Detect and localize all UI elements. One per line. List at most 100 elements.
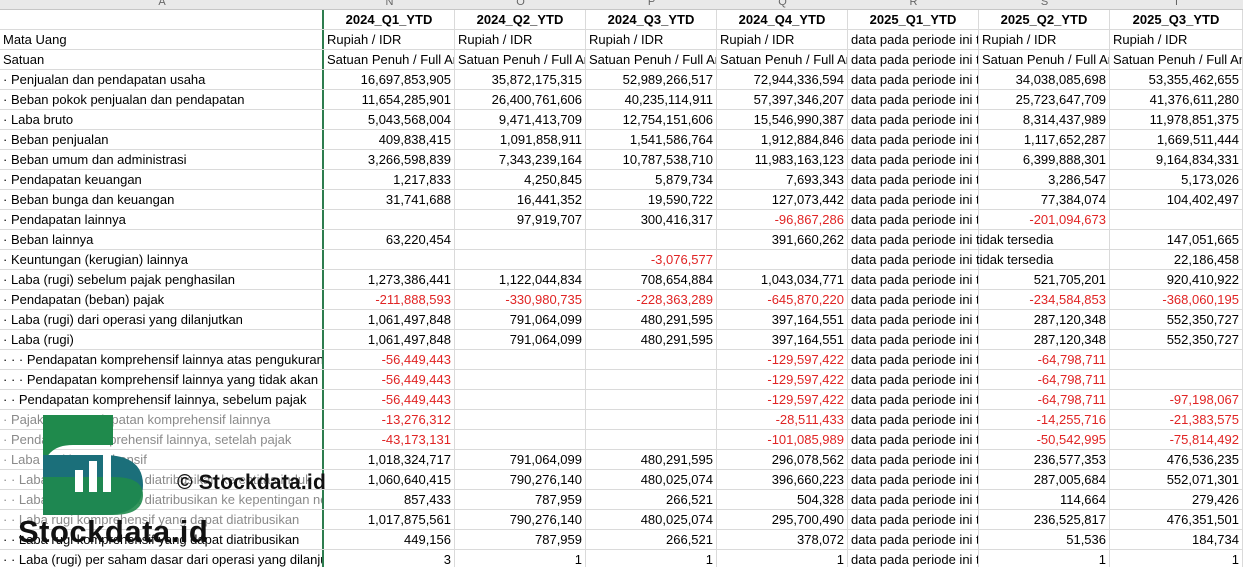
table-cell[interactable]: -43,173,131	[324, 430, 455, 449]
row-label-cell[interactable]: · Pendapatan lainnya	[0, 210, 324, 229]
table-cell[interactable]: -129,597,422	[717, 350, 848, 369]
table-cell[interactable]: 31,741,688	[324, 190, 455, 209]
period-header-cell[interactable]: 2024_Q1_YTD	[324, 10, 455, 29]
table-cell[interactable]: 9,471,413,709	[455, 110, 586, 129]
row-label-cell[interactable]: · Pendapatan keuangan	[0, 170, 324, 189]
table-cell[interactable]: data pada periode ini tidak tersedia	[848, 330, 979, 349]
table-cell[interactable]: 5,879,734	[586, 170, 717, 189]
table-cell[interactable]: 11,654,285,901	[324, 90, 455, 109]
table-cell[interactable]: 409,838,415	[324, 130, 455, 149]
column-letter-n[interactable]: N	[324, 0, 455, 9]
table-cell[interactable]: 391,660,262	[717, 230, 848, 249]
table-cell[interactable]: 1,017,875,561	[324, 510, 455, 529]
table-cell[interactable]: 791,064,099	[455, 450, 586, 469]
table-cell[interactable]: Rupiah / IDR	[1110, 30, 1243, 49]
table-cell[interactable]: data pada periode ini tidak tersedia	[848, 430, 979, 449]
table-cell[interactable]	[586, 350, 717, 369]
table-cell[interactable]: 10,787,538,710	[586, 150, 717, 169]
table-cell[interactable]: Rupiah / IDR	[717, 30, 848, 49]
table-cell[interactable]: 266,521	[586, 530, 717, 549]
table-cell[interactable]: Satuan Penuh / Full Amount	[324, 50, 455, 69]
table-cell[interactable]: 296,078,562	[717, 450, 848, 469]
table-cell[interactable]: data pada periode ini tidak tersedia	[848, 50, 979, 69]
header-label-cell[interactable]	[0, 10, 324, 29]
table-cell[interactable]: 11,983,163,123	[717, 150, 848, 169]
table-cell[interactable]: 4,250,845	[455, 170, 586, 189]
table-cell[interactable]: 16,441,352	[455, 190, 586, 209]
column-letter-r[interactable]: R	[848, 0, 979, 9]
table-cell[interactable]: 480,291,595	[586, 450, 717, 469]
table-cell[interactable]: Rupiah / IDR	[324, 30, 455, 49]
table-cell[interactable]: 791,064,099	[455, 330, 586, 349]
table-cell[interactable]: 521,705,201	[979, 270, 1110, 289]
table-cell[interactable]	[1110, 210, 1243, 229]
table-cell[interactable]: -101,085,989	[717, 430, 848, 449]
table-cell[interactable]	[586, 430, 717, 449]
table-cell[interactable]: 52,989,266,517	[586, 70, 717, 89]
table-cell[interactable]: -28,511,433	[717, 410, 848, 429]
table-cell[interactable]	[455, 350, 586, 369]
table-cell[interactable]: 9,164,834,331	[1110, 150, 1243, 169]
table-cell[interactable]: 552,350,727	[1110, 310, 1243, 329]
row-label-cell[interactable]: · Beban pokok penjualan dan pendapatan	[0, 90, 324, 109]
table-cell[interactable]: data pada periode ini tidak tersedia	[848, 90, 979, 109]
table-cell[interactable]: data pada periode ini tidak tersedia	[848, 290, 979, 309]
period-header-cell[interactable]: 2024_Q3_YTD	[586, 10, 717, 29]
table-cell[interactable]: 1	[979, 550, 1110, 567]
table-cell[interactable]: 378,072	[717, 530, 848, 549]
table-cell[interactable]: 41,376,611,280	[1110, 90, 1243, 109]
table-cell[interactable]: 920,410,922	[1110, 270, 1243, 289]
table-cell[interactable]: -96,867,286	[717, 210, 848, 229]
table-cell[interactable]: Satuan Penuh / Full Amount	[586, 50, 717, 69]
table-cell[interactable]	[717, 250, 848, 269]
table-cell[interactable]: 6,399,888,301	[979, 150, 1110, 169]
row-label-cell[interactable]: Mata Uang	[0, 30, 324, 49]
table-cell[interactable]: 1,669,511,444	[1110, 130, 1243, 149]
table-cell[interactable]: 77,384,074	[979, 190, 1110, 209]
table-cell[interactable]: 51,536	[979, 530, 1110, 549]
table-cell[interactable]: data pada periode ini tidak tersedia	[848, 150, 979, 169]
table-cell[interactable]: 504,328	[717, 490, 848, 509]
table-cell[interactable]: -64,798,711	[979, 370, 1110, 389]
row-label-cell[interactable]: · Beban penjualan	[0, 130, 324, 149]
period-header-cell[interactable]: 2025_Q3_YTD	[1110, 10, 1243, 29]
table-cell[interactable]	[586, 370, 717, 389]
table-cell[interactable]: 295,700,490	[717, 510, 848, 529]
table-cell[interactable]	[455, 250, 586, 269]
table-cell[interactable]: 19,590,722	[586, 190, 717, 209]
column-letter-o[interactable]: O	[455, 0, 586, 9]
table-cell[interactable]	[455, 410, 586, 429]
table-cell[interactable]: data pada periode ini tidak tersedia	[848, 170, 979, 189]
table-cell[interactable]	[455, 230, 586, 249]
table-cell[interactable]: 476,536,235	[1110, 450, 1243, 469]
row-label-cell[interactable]: · Laba bruto	[0, 110, 324, 129]
table-cell[interactable]: data pada periode ini tidak tersedia	[848, 390, 979, 409]
table-cell[interactable]: Rupiah / IDR	[979, 30, 1110, 49]
table-cell[interactable]: Rupiah / IDR	[455, 30, 586, 49]
table-cell[interactable]: -64,798,711	[979, 350, 1110, 369]
table-cell[interactable]: 22,186,458	[1110, 250, 1243, 269]
table-cell[interactable]: 1,043,034,771	[717, 270, 848, 289]
table-cell[interactable]: -129,597,422	[717, 390, 848, 409]
table-cell[interactable]: 397,164,551	[717, 310, 848, 329]
table-cell[interactable]: 791,064,099	[455, 310, 586, 329]
period-header-cell[interactable]: 2024_Q4_YTD	[717, 10, 848, 29]
table-cell[interactable]: data pada periode ini tidak tersedia	[848, 230, 979, 249]
table-cell[interactable]: data pada periode ini tidak tersedia	[848, 250, 979, 269]
table-cell[interactable]: -13,276,312	[324, 410, 455, 429]
table-cell[interactable]: 1	[586, 550, 717, 567]
table-cell[interactable]: 790,276,140	[455, 470, 586, 489]
table-cell[interactable]: 787,959	[455, 490, 586, 509]
table-cell[interactable]: -50,542,995	[979, 430, 1110, 449]
table-cell[interactable]: 236,525,817	[979, 510, 1110, 529]
table-cell[interactable]: data pada periode ini tidak tersedia	[848, 410, 979, 429]
table-cell[interactable]: data pada periode ini tidak tersedia	[848, 30, 979, 49]
table-cell[interactable]	[324, 250, 455, 269]
table-cell[interactable]: 63,220,454	[324, 230, 455, 249]
table-cell[interactable]: 26,400,761,606	[455, 90, 586, 109]
table-cell[interactable]: data pada periode ini tidak tersedia	[848, 490, 979, 509]
table-cell[interactable]: 480,025,074	[586, 510, 717, 529]
table-cell[interactable]: data pada periode ini tidak tersedia	[848, 210, 979, 229]
table-cell[interactable]: 147,051,665	[1110, 230, 1243, 249]
period-header-cell[interactable]: 2025_Q2_YTD	[979, 10, 1110, 29]
